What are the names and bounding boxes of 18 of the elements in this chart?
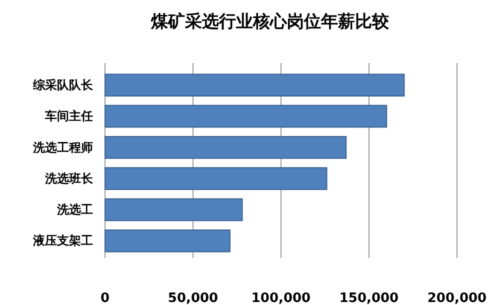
y-tick-label: 洗选工程师 — [32, 140, 93, 154]
x-tick-label: 0 — [100, 291, 110, 305]
bar — [104, 136, 347, 159]
y-tick-label: 综采队队长 — [32, 78, 94, 92]
bar — [104, 198, 243, 222]
y-tick-label: 洗选班长 — [44, 171, 94, 186]
chart-title: 煤矿采选行业核心岗位年薪比较 — [150, 12, 390, 32]
bar — [104, 74, 405, 97]
bar — [104, 229, 230, 252]
bar — [104, 104, 388, 128]
bar — [104, 167, 328, 190]
x-tick-label: 100,000 — [251, 291, 311, 305]
x-tick-label: 150,000 — [339, 291, 399, 305]
x-tick-label: 50,000 — [168, 291, 218, 305]
y-tick-label: 洗选工 — [56, 202, 93, 217]
x-tick-label: 200,000 — [427, 291, 487, 305]
y-tick-label: 液压支架工 — [32, 234, 93, 248]
y-tick-label: 车间主任 — [44, 109, 93, 124]
